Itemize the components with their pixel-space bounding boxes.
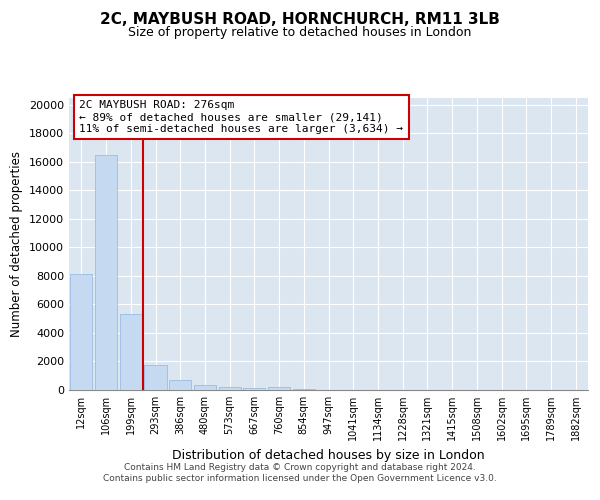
Bar: [145, 365, 167, 390]
Text: 2C MAYBUSH ROAD: 276sqm
← 89% of detached houses are smaller (29,141)
11% of sem: 2C MAYBUSH ROAD: 276sqm ← 89% of detache…: [79, 100, 403, 134]
Bar: [218, 386, 241, 390]
Y-axis label: Number of detached properties: Number of detached properties: [10, 151, 23, 337]
Text: Size of property relative to detached houses in London: Size of property relative to detached ho…: [128, 26, 472, 39]
Bar: [243, 388, 265, 390]
Text: Contains HM Land Registry data © Crown copyright and database right 2024.: Contains HM Land Registry data © Crown c…: [124, 462, 476, 471]
Bar: [95, 154, 117, 390]
Bar: [70, 274, 92, 390]
Bar: [268, 386, 290, 390]
Bar: [293, 389, 315, 390]
Bar: [194, 386, 216, 390]
Text: Contains public sector information licensed under the Open Government Licence v3: Contains public sector information licen…: [103, 474, 497, 483]
Text: 2C, MAYBUSH ROAD, HORNCHURCH, RM11 3LB: 2C, MAYBUSH ROAD, HORNCHURCH, RM11 3LB: [100, 12, 500, 28]
Bar: [119, 314, 142, 390]
Bar: [169, 380, 191, 390]
X-axis label: Distribution of detached houses by size in London: Distribution of detached houses by size …: [172, 448, 485, 462]
